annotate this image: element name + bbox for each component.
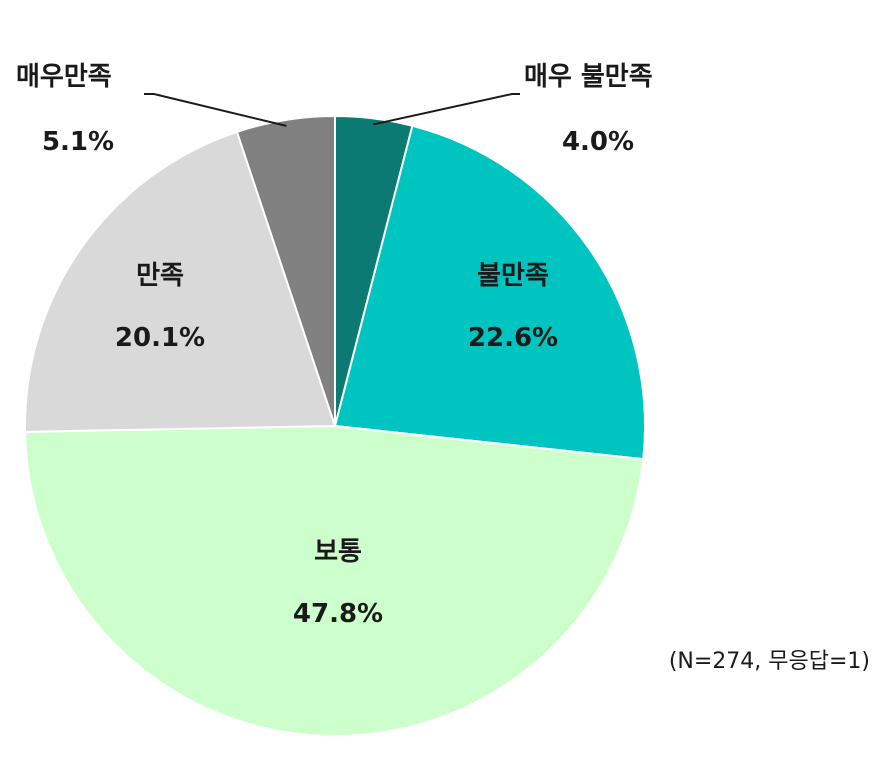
label-very-satisfied-name: 매우만족	[16, 62, 112, 92]
label-satisfied-name: 만족	[136, 261, 184, 291]
label-satisfied-value: 20.1%	[115, 323, 205, 353]
leader-lines	[144, 93, 520, 127]
slice-neutral	[24, 424, 645, 737]
pie-slices	[24, 114, 646, 737]
leader-very-satisfied	[144, 93, 287, 127]
label-dissatisfied-value: 22.6%	[468, 323, 558, 353]
label-neutral-value: 47.8%	[293, 599, 383, 629]
sample-size-note: (N=274, 무응답=1)	[669, 649, 870, 674]
leader-very-dissatisfied	[373, 93, 520, 126]
slice-very-satisfied	[235, 114, 336, 427]
label-neutral-name: 보통	[314, 537, 362, 567]
label-very-dissatisfied-value: 4.0%	[562, 127, 634, 157]
slice-dissatisfied	[333, 124, 646, 461]
label-dissatisfied-name: 불만족	[477, 261, 549, 291]
label-very-satisfied-value: 5.1%	[42, 127, 114, 157]
label-very-dissatisfied-name: 매우 불만족	[524, 62, 653, 92]
slice-satisfied	[24, 130, 337, 433]
